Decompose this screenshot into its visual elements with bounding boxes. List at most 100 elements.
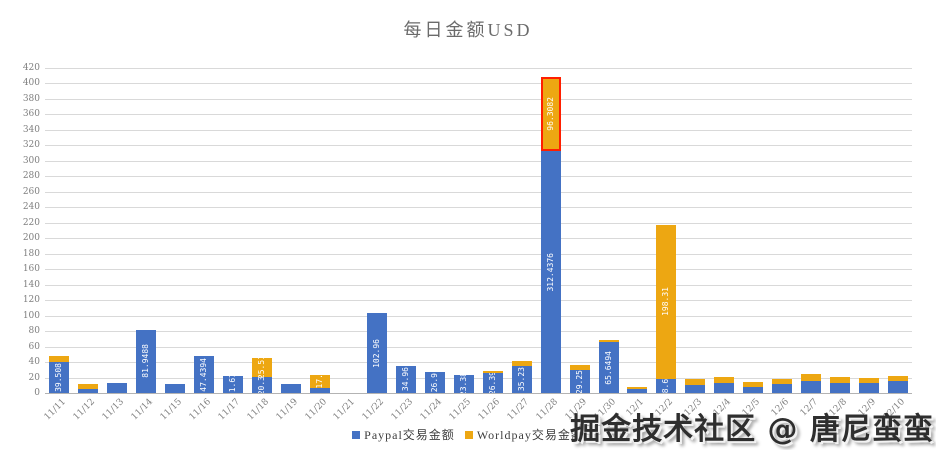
bar-segment-worldpay[interactable] bbox=[511, 361, 532, 366]
gridline bbox=[45, 269, 912, 271]
legend-swatch-icon bbox=[352, 430, 361, 439]
y-tick-label: 240 bbox=[22, 202, 40, 213]
bar-segment-worldpay[interactable] bbox=[49, 355, 70, 363]
bar-segment-paypal[interactable] bbox=[78, 389, 99, 393]
gridline bbox=[45, 346, 912, 348]
bar-segment-worldpay[interactable] bbox=[800, 374, 821, 381]
bar-segment-paypal[interactable]: 47.4394 bbox=[193, 356, 214, 393]
gridline bbox=[45, 362, 912, 364]
bar-segment-worldpay[interactable]: 198.31 bbox=[656, 225, 677, 379]
y-tick-label: 380 bbox=[22, 93, 40, 104]
bar-segment-paypal[interactable]: 65.6494 bbox=[598, 342, 619, 393]
legend-item-worldpay[interactable]: Worldpay交易金额 bbox=[464, 426, 584, 443]
bar-segment-paypal[interactable] bbox=[858, 383, 879, 393]
gridline bbox=[45, 300, 912, 302]
bar-segment-paypal[interactable]: 39.508 bbox=[49, 362, 70, 393]
bar-segment-paypal[interactable] bbox=[771, 383, 792, 393]
bar-segment-worldpay[interactable] bbox=[829, 376, 850, 383]
bar-segment-paypal[interactable]: 312.4376 bbox=[540, 151, 561, 393]
gridline bbox=[45, 207, 912, 209]
bar-segment-worldpay[interactable]: 17. bbox=[309, 374, 330, 389]
bar-segment-paypal[interactable]: 21.67 bbox=[222, 376, 243, 393]
bar-value-label: 20.3 bbox=[256, 377, 266, 393]
bar-segment-paypal[interactable] bbox=[309, 388, 330, 393]
bar-value-label: 312.4376 bbox=[545, 252, 555, 292]
bar-segment-paypal[interactable] bbox=[800, 381, 821, 393]
bar-value-label: 65.6494 bbox=[603, 350, 613, 385]
bar-value-label: 17. bbox=[314, 374, 324, 389]
gridline bbox=[45, 393, 912, 394]
bar-segment-worldpay[interactable]: 25.51 bbox=[251, 357, 272, 378]
bar-segment-worldpay[interactable] bbox=[858, 377, 879, 384]
y-tick-label: 280 bbox=[22, 171, 40, 182]
chart-legend: Paypal交易金额 Worldpay交易金额 bbox=[0, 426, 936, 443]
bar-segment-paypal[interactable]: 102.96 bbox=[367, 313, 388, 393]
gridline bbox=[45, 114, 912, 116]
bar-segment-worldpay[interactable] bbox=[685, 379, 706, 386]
bar-segment-paypal[interactable]: 81.9488 bbox=[136, 329, 157, 393]
bar-value-label: 23.38 bbox=[459, 374, 469, 393]
bar-value-label: 25.51 bbox=[256, 357, 266, 378]
gridline bbox=[45, 253, 912, 255]
legend-label: Worldpay交易金额 bbox=[476, 428, 584, 442]
bar-segment-paypal[interactable] bbox=[887, 380, 908, 393]
legend-swatch-icon bbox=[464, 430, 473, 439]
bar-segment-paypal[interactable] bbox=[627, 389, 648, 393]
gridline bbox=[45, 191, 912, 193]
bar-segment-paypal[interactable] bbox=[685, 385, 706, 393]
bar-segment-paypal[interactable] bbox=[743, 386, 764, 393]
bar-value-label: 198.31 bbox=[661, 287, 671, 317]
bar-segment-paypal[interactable] bbox=[829, 382, 850, 393]
bar-value-label: 39.508 bbox=[54, 363, 64, 393]
bar-segment-paypal[interactable] bbox=[165, 383, 186, 393]
bar-value-label: 34.96 bbox=[401, 367, 411, 392]
bar-segment-worldpay[interactable] bbox=[887, 375, 908, 381]
y-tick-label: 200 bbox=[22, 233, 40, 244]
y-tick-label: 300 bbox=[22, 155, 40, 166]
gridline bbox=[45, 331, 912, 333]
y-tick-label: 340 bbox=[22, 124, 40, 135]
y-tick-label: 220 bbox=[22, 217, 40, 228]
bar-segment-paypal[interactable]: 18.68 bbox=[656, 378, 677, 393]
bar-segment-paypal[interactable]: 23.38 bbox=[454, 374, 475, 393]
y-tick-label: 120 bbox=[22, 295, 40, 306]
bar-segment-worldpay[interactable] bbox=[627, 387, 648, 390]
y-tick-label: 360 bbox=[22, 109, 40, 120]
bar-segment-worldpay[interactable] bbox=[482, 371, 503, 373]
watermark-text: 掘金技术社区 @ 唐尼蛮蛮 bbox=[570, 412, 934, 447]
gridline bbox=[45, 377, 912, 379]
gridline bbox=[45, 176, 912, 178]
y-tick-label: 60 bbox=[28, 341, 40, 352]
bar-segment-worldpay[interactable] bbox=[743, 382, 764, 387]
bar-segment-paypal[interactable] bbox=[280, 383, 301, 393]
y-tick-label: 420 bbox=[22, 63, 40, 73]
bar-segment-paypal[interactable]: 26.9 bbox=[425, 372, 446, 393]
bar-value-label: 21.67 bbox=[227, 376, 237, 393]
gridline bbox=[45, 129, 912, 131]
bar-segment-paypal[interactable]: 20.3 bbox=[251, 377, 272, 393]
bar-segment-paypal[interactable]: 35.23 bbox=[511, 365, 532, 393]
bar-segment-worldpay[interactable] bbox=[569, 365, 590, 371]
gridline bbox=[45, 315, 912, 317]
gridline bbox=[45, 83, 912, 85]
bar-segment-paypal[interactable] bbox=[714, 383, 735, 393]
bar-value-label: 96.3082 bbox=[545, 97, 555, 131]
bar-segment-worldpay[interactable] bbox=[714, 376, 735, 384]
bar-value-label: 35.23 bbox=[516, 367, 526, 392]
y-tick-label: 0 bbox=[34, 388, 40, 398]
bar-segment-paypal[interactable] bbox=[107, 382, 128, 393]
gridline bbox=[45, 98, 912, 100]
bar-value-label: 26.9 bbox=[430, 372, 440, 393]
bar-segment-paypal[interactable]: 26.39 bbox=[482, 372, 503, 393]
y-tick-label: 80 bbox=[28, 326, 40, 337]
bar-segment-worldpay[interactable] bbox=[771, 379, 792, 384]
chart-title: 每日金额USD bbox=[403, 20, 533, 40]
bar-segment-paypal[interactable]: 29.25 bbox=[569, 370, 590, 393]
bar-segment-worldpay[interactable]: 96.3082 bbox=[540, 76, 561, 152]
y-tick-label: 260 bbox=[22, 186, 40, 197]
bar-segment-worldpay[interactable] bbox=[598, 340, 619, 343]
bar-segment-paypal[interactable]: 34.96 bbox=[396, 365, 417, 393]
bar-segment-worldpay[interactable] bbox=[78, 383, 99, 390]
y-tick-label: 160 bbox=[22, 264, 40, 275]
legend-item-paypal[interactable]: Paypal交易金额 bbox=[352, 426, 455, 443]
